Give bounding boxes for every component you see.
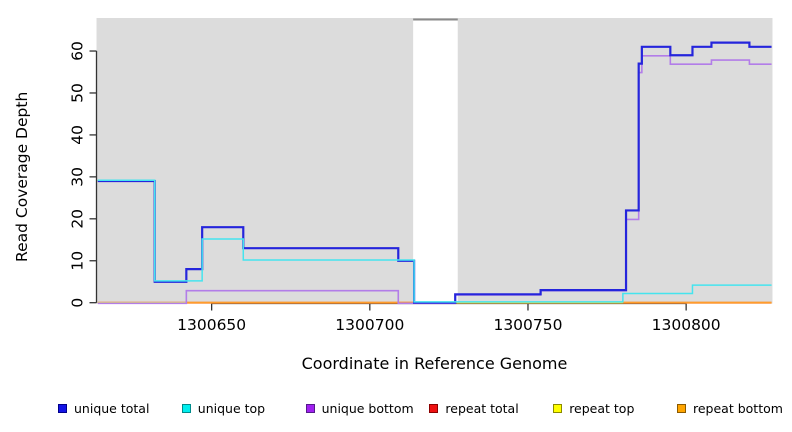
x-tick-label-1300700: 1300700 — [335, 316, 404, 334]
legend-label-repeat-top: repeat top — [569, 400, 635, 416]
series-line-unique-top — [97, 179, 772, 303]
y-tick-label-0: 0 — [69, 298, 87, 308]
legend-label-unique-total: unique total — [74, 400, 150, 416]
legend-swatch-unique-bottom — [305, 403, 315, 413]
y-tick-label-10: 10 — [69, 251, 87, 271]
y-tick-label-40: 40 — [69, 125, 87, 145]
y-tick-label-20: 20 — [69, 209, 87, 229]
y-tick-label-50: 50 — [69, 83, 87, 103]
legend-swatch-unique-total — [58, 403, 67, 413]
chart-legend: unique total unique top unique bottom repea… — [0, 398, 792, 420]
coverage-chart: 0 10 20 30 40 50 60 1300650 1300700 1300750 130080… — [13, 18, 773, 373]
legend-item-unique-total: unique total — [58, 398, 149, 418]
x-tick-label-1300750: 1300750 — [493, 316, 562, 334]
legend-item-repeat-top: repeat top — [553, 398, 634, 418]
series-line-unique-bottom — [97, 55, 772, 305]
legend-swatch-repeat-total — [429, 403, 439, 413]
x-axis-title: Coordinate in Reference Genome — [302, 354, 568, 373]
y-tick-label-30: 30 — [69, 167, 87, 187]
legend-label-unique-bottom: unique bottom — [321, 400, 414, 416]
legend-item-unique-bottom: unique bottom — [305, 398, 414, 418]
legend-swatch-unique-top — [181, 403, 191, 413]
y-tick-label-60: 60 — [69, 41, 87, 61]
legend-item-repeat-bottom: repeat bottom — [677, 398, 783, 418]
legend-label-repeat-total: repeat total — [445, 400, 519, 416]
legend-label-unique-top: unique top — [197, 400, 266, 416]
legend-item-repeat-total: repeat total — [429, 398, 519, 418]
y-axis-title: Read Coverage Depth — [13, 92, 31, 262]
x-tick-label-1300800: 1300800 — [652, 316, 721, 334]
legend-item-unique-top: unique top — [181, 398, 266, 418]
masked-region — [413, 20, 458, 304]
x-tick-label-1300650: 1300650 — [177, 316, 246, 334]
legend-swatch-repeat-top — [553, 403, 563, 413]
legend-label-repeat-bottom: repeat bottom — [693, 400, 783, 416]
legend-swatch-repeat-bottom — [677, 403, 686, 413]
